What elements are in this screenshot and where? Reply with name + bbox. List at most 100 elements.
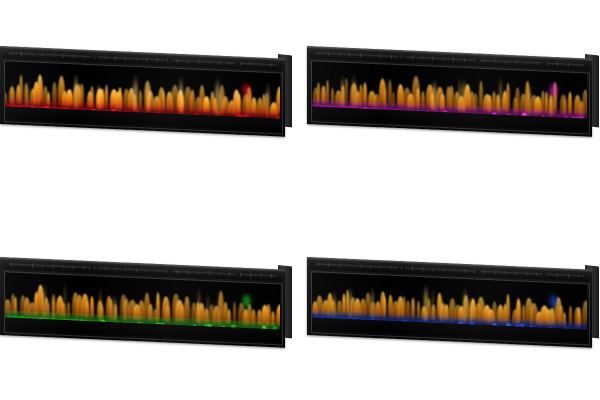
- louver-tick: [370, 53, 371, 58]
- firebox-glass: [5, 272, 280, 343]
- louver-tick: [271, 63, 272, 68]
- louver-tick: [494, 270, 496, 275]
- louver-tick: [338, 263, 340, 268]
- flame-hotspot: [243, 83, 250, 97]
- louver-tick: [338, 52, 340, 57]
- louver-tick: [349, 263, 351, 268]
- louver-tick: [474, 58, 475, 63]
- louver-tick: [156, 268, 158, 274]
- fireplace-unit-blue[interactable]: [307, 253, 600, 348]
- louver-tick: [567, 273, 569, 278]
- louver-tick: [94, 266, 96, 271]
- louver-tick: [104, 266, 106, 271]
- louver-tick: [401, 266, 403, 271]
- louver-tick: [239, 272, 241, 277]
- louver-tick: [526, 271, 527, 276]
- louver-slot: [480, 270, 542, 276]
- louver-tick: [198, 59, 200, 64]
- unit-body: [307, 46, 592, 137]
- louver-tick: [63, 53, 64, 58]
- louver-tick: [463, 57, 465, 63]
- louver-tick: [463, 268, 465, 274]
- louver-tick: [380, 265, 382, 270]
- louver-tick: [567, 62, 569, 67]
- louver-tick: [318, 51, 319, 56]
- louver-tick: [442, 268, 444, 273]
- louver-tick: [536, 61, 538, 66]
- louver-tick: [370, 264, 371, 269]
- louver-tick: [422, 267, 423, 272]
- flame-hotspot: [550, 83, 557, 97]
- louver-tick: [104, 55, 106, 60]
- louver-slot: [173, 59, 235, 65]
- louver-tick: [11, 51, 12, 56]
- louver-tick: [63, 264, 64, 269]
- louver-tick: [250, 62, 252, 67]
- flame-hotspot: [550, 294, 557, 308]
- louver-tick: [187, 59, 189, 64]
- unit-body: [0, 46, 285, 137]
- louver-tick: [422, 56, 423, 61]
- firebox-glass: [5, 61, 280, 132]
- louver-tick: [52, 264, 54, 269]
- louver-tick: [135, 57, 137, 62]
- louver-tick: [359, 53, 361, 58]
- louver-tick: [349, 52, 351, 57]
- louver-tick: [494, 59, 496, 64]
- louver-tick: [115, 267, 116, 272]
- firebox-glass: [312, 61, 587, 132]
- louver-tick: [42, 52, 44, 57]
- louver-tick: [115, 56, 116, 61]
- louver-tick: [208, 60, 210, 65]
- louver-tick: [198, 270, 200, 275]
- louver-tick: [167, 58, 168, 63]
- louver-tick: [546, 272, 548, 277]
- louver-tick: [42, 263, 44, 268]
- flame-hotspot: [243, 294, 250, 308]
- louver-tick: [219, 271, 220, 276]
- fireplace-unit-red[interactable]: [0, 42, 293, 137]
- louver-tick: [271, 274, 272, 279]
- louver-tick: [432, 267, 434, 272]
- louver-tick: [505, 270, 507, 275]
- louver-tick: [557, 62, 559, 67]
- louver-tick: [453, 57, 455, 62]
- louver-tick: [73, 54, 75, 59]
- louver-tick: [21, 51, 23, 56]
- louver-tick: [177, 269, 179, 274]
- louver-tick: [359, 264, 361, 269]
- louver-tick: [260, 273, 262, 278]
- fireplace-unit-magenta[interactable]: [307, 42, 600, 137]
- unit-body: [0, 257, 285, 348]
- louver-tick: [515, 60, 517, 65]
- louver-tick: [208, 271, 210, 276]
- louver-tick: [328, 262, 330, 267]
- louver-tick: [505, 59, 507, 64]
- louver-tick: [31, 263, 33, 268]
- louver-tick: [515, 271, 517, 276]
- louver-tick: [167, 269, 168, 274]
- louver-tick: [411, 55, 413, 60]
- louver-tick: [411, 266, 413, 271]
- fireplace-unit-green[interactable]: [0, 253, 293, 348]
- louver-tick: [390, 265, 392, 270]
- louver-tick: [31, 52, 33, 57]
- louver-tick: [578, 274, 579, 279]
- unit-body: [307, 257, 592, 348]
- louver-tick: [442, 57, 444, 62]
- louver-tick: [239, 61, 241, 66]
- louver-slot: [480, 59, 542, 65]
- louver-tick: [526, 60, 527, 65]
- louver-tick: [11, 262, 12, 267]
- louver-tick: [135, 268, 137, 273]
- louver-tick: [229, 61, 231, 66]
- louver-tick: [125, 267, 127, 272]
- louver-tick: [94, 55, 96, 60]
- firebox-glass: [312, 272, 587, 343]
- louver-tick: [318, 262, 319, 267]
- louver-tick: [328, 51, 330, 56]
- louver-tick: [557, 273, 559, 278]
- louver-slot: [173, 270, 235, 276]
- louver-tick: [52, 53, 54, 58]
